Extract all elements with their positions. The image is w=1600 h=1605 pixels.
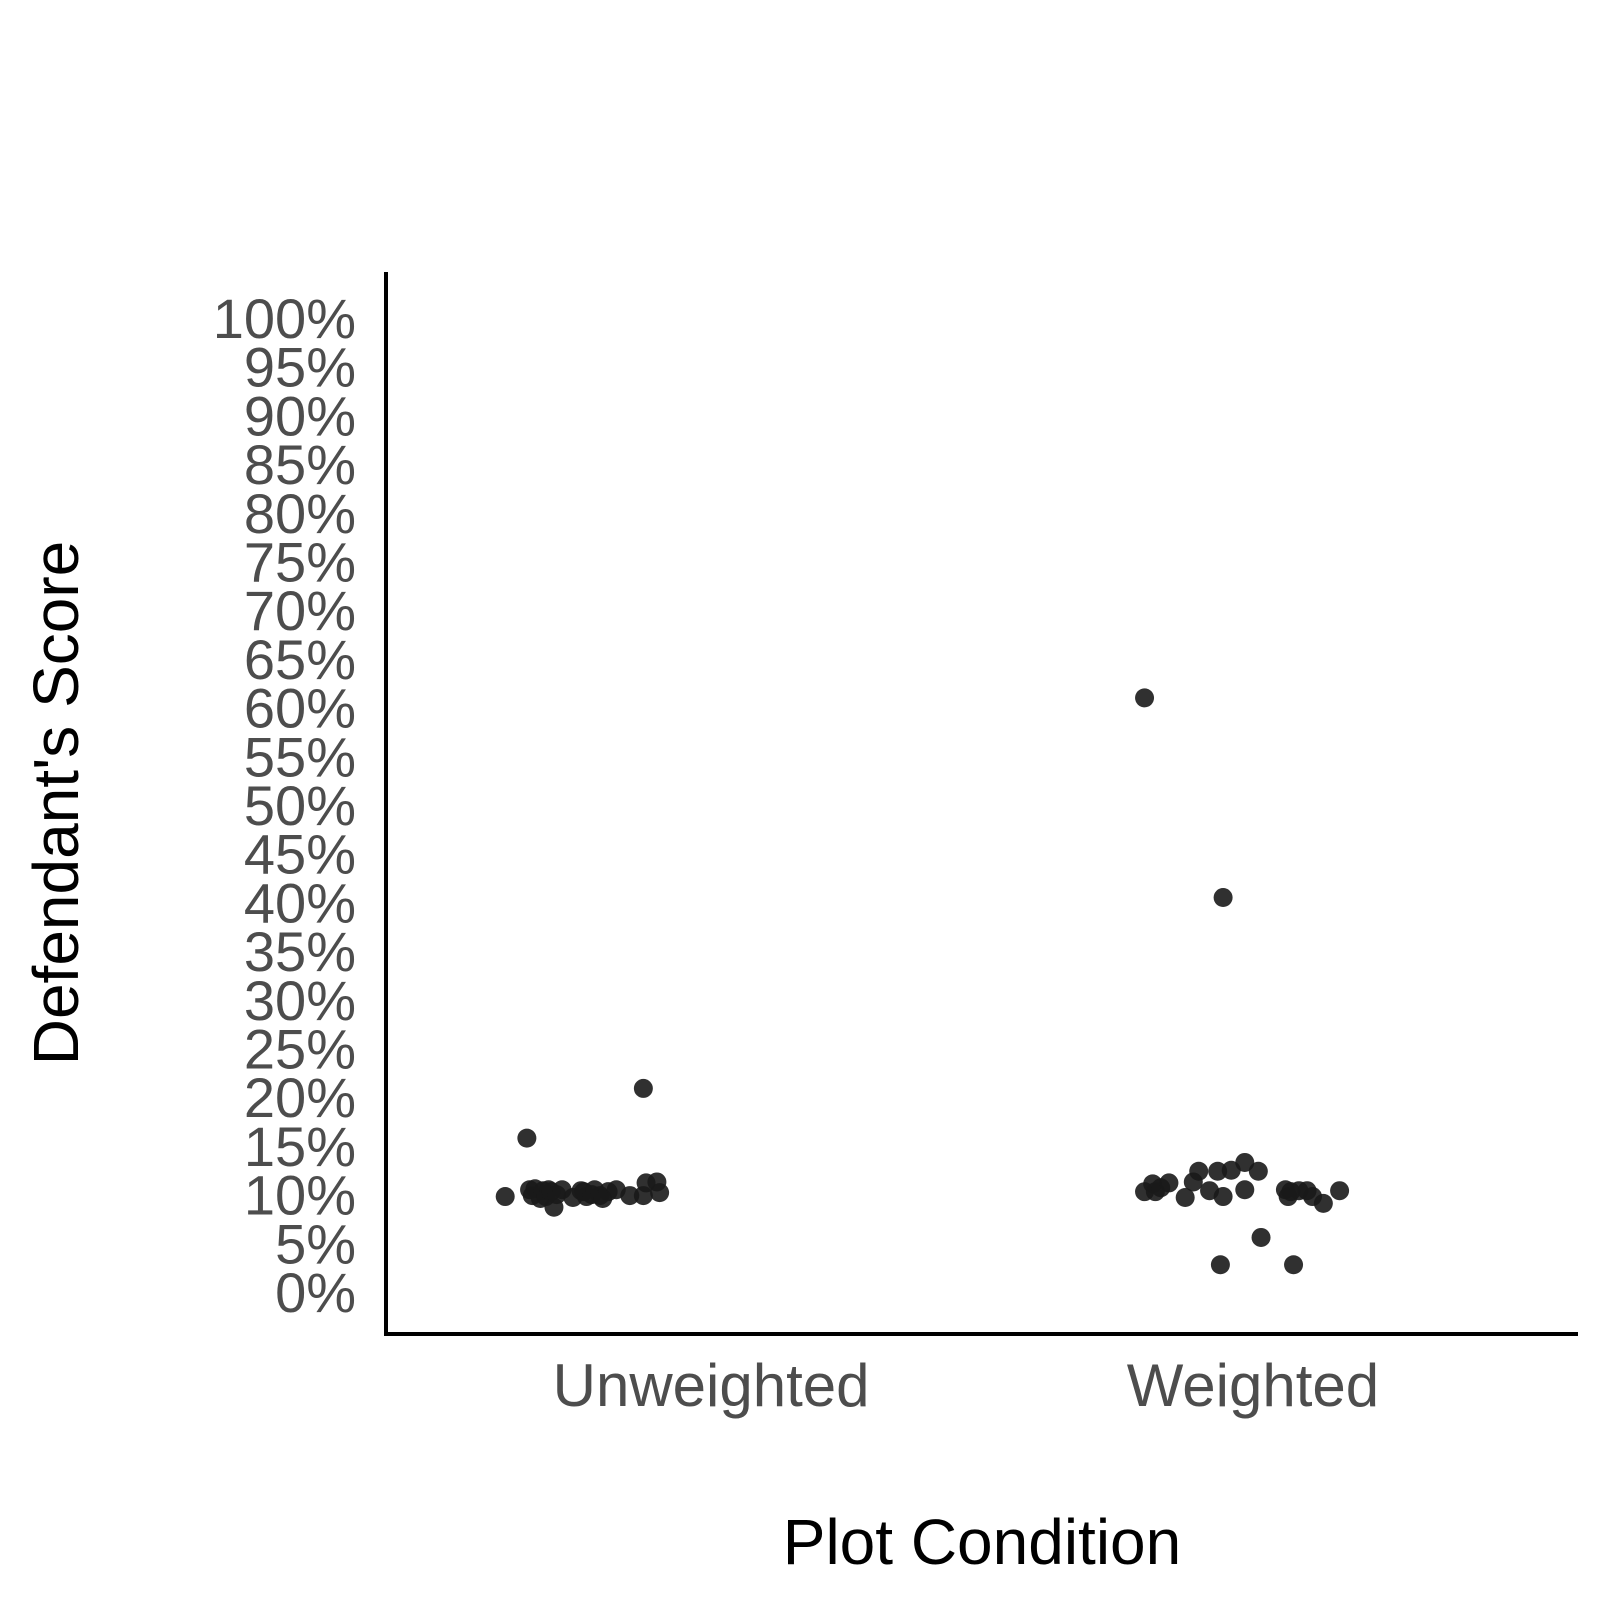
y-tick-label: 85% <box>244 433 356 496</box>
y-tick-label: 70% <box>244 579 356 642</box>
y-tick-label: 90% <box>244 384 356 447</box>
data-point <box>1189 1161 1209 1181</box>
y-tick-label: 5% <box>275 1212 356 1275</box>
y-tick-label: 75% <box>244 531 356 594</box>
y-axis-title: Defendant's Score <box>20 541 92 1066</box>
y-tick-label: 50% <box>244 774 356 837</box>
y-tick-label: 30% <box>244 969 356 1032</box>
y-tick-label: 20% <box>244 1066 356 1129</box>
data-point <box>650 1183 670 1203</box>
y-tick-label: 95% <box>244 336 356 399</box>
y-tick-label: 40% <box>244 871 356 934</box>
data-point <box>1248 1161 1268 1181</box>
y-tick-label: 0% <box>275 1261 356 1324</box>
data-point <box>1175 1188 1195 1208</box>
y-tick-label: 45% <box>244 823 356 886</box>
data-point <box>1251 1227 1271 1247</box>
x-axis-ticks: Unweighted Weighted <box>553 1352 1379 1419</box>
data-points <box>495 688 1350 1275</box>
data-point <box>1284 1255 1304 1275</box>
y-tick-label: 80% <box>244 482 356 545</box>
x-tick-label: Unweighted <box>553 1352 870 1419</box>
x-tick-label: Weighted <box>1127 1352 1379 1419</box>
y-axis-ticks: 0%5%10%15%20%25%30%35%40%45%50%55%60%65%… <box>213 287 356 1324</box>
x-axis-title: Plot Condition <box>783 1506 1181 1578</box>
y-tick-label: 55% <box>244 725 356 788</box>
data-point <box>1213 1187 1233 1207</box>
data-point <box>1330 1181 1350 1201</box>
data-point <box>1235 1152 1255 1172</box>
data-point <box>1135 688 1155 708</box>
y-tick-label: 35% <box>244 920 356 983</box>
data-point <box>633 1078 653 1098</box>
y-tick-label: 15% <box>244 1115 356 1178</box>
data-point <box>1313 1193 1333 1213</box>
data-point <box>517 1128 537 1148</box>
data-point <box>1210 1255 1230 1275</box>
data-point <box>620 1186 640 1206</box>
data-point <box>1213 888 1233 908</box>
y-tick-label: 25% <box>244 1018 356 1081</box>
data-point <box>1235 1180 1255 1200</box>
y-tick-label: 100% <box>213 287 356 350</box>
data-point <box>1208 1161 1228 1181</box>
data-point <box>1159 1173 1179 1193</box>
y-tick-label: 65% <box>244 628 356 691</box>
y-tick-label: 10% <box>244 1164 356 1227</box>
y-tick-label: 60% <box>244 677 356 740</box>
data-point <box>495 1187 515 1207</box>
